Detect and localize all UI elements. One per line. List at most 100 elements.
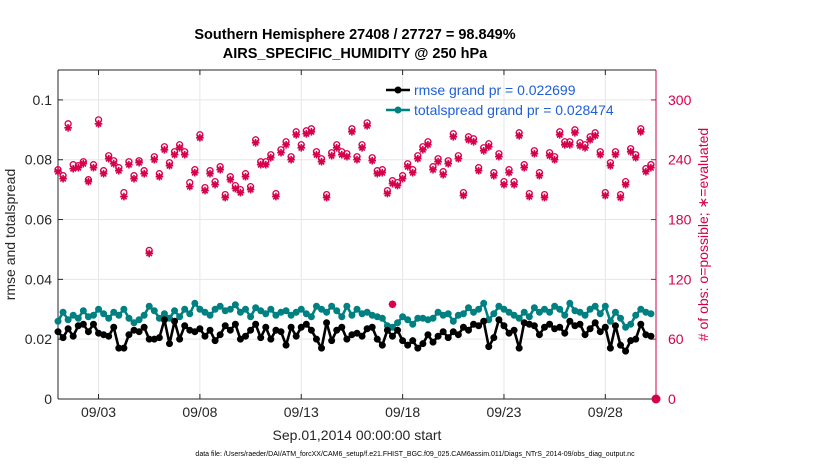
rmse-series-line-point: [505, 329, 513, 337]
spread-series-line-point: [216, 302, 224, 310]
x-tick-label: 09/13: [284, 404, 319, 420]
spread-series-line-point: [211, 305, 219, 313]
obs-evaluated-marker: [348, 128, 356, 136]
spread-series-line-point: [444, 310, 452, 318]
rmse-series-line-point: [541, 323, 549, 331]
spread-series-line-point: [282, 307, 290, 315]
rmse-series-line-point: [368, 323, 376, 331]
spread-series-line-point: [561, 311, 569, 319]
spread-series-line-point: [79, 307, 87, 315]
spread-series-line-point: [470, 308, 478, 316]
rmse-series-line-point: [601, 323, 609, 331]
obs-evaluated-marker: [170, 150, 179, 159]
spread-series-line-point: [586, 305, 594, 313]
obs-evaluated-marker: [155, 172, 164, 181]
obs-evaluated-marker: [120, 192, 128, 201]
obs-evaluated-marker: [424, 141, 432, 149]
y-axis-label-left: rmse and totalspread: [2, 169, 18, 301]
spread-series-line-point: [510, 311, 518, 319]
obs-evaluated-marker: [135, 158, 143, 167]
rmse-series-line-point: [226, 326, 234, 334]
spread-series-line-point: [520, 308, 528, 316]
spread-series-line-point: [257, 307, 265, 315]
obs-evaluated-marker: [550, 155, 559, 164]
spread-series-line-point: [530, 304, 538, 312]
spread-series-line-point: [262, 310, 270, 318]
chart-subtitle: AIRS_SPECIFIC_HUMIDITY @ 250 hPa: [222, 46, 488, 62]
spread-series-line-point: [272, 311, 280, 319]
obs-evaluated-marker: [383, 189, 392, 198]
obs-evaluated-marker: [180, 150, 189, 159]
rmse-series-line-point: [617, 341, 625, 349]
spread-series-line-point: [409, 320, 417, 328]
obs-evaluated-marker: [358, 144, 366, 152]
obs-evaluated-marker: [312, 150, 321, 159]
spread-series-line-point: [59, 308, 67, 316]
rmse-series-line-point: [160, 316, 168, 324]
spread-series-line-point: [292, 308, 300, 316]
rmse-series-line-point: [454, 331, 462, 339]
spread-series-line-point: [318, 305, 326, 313]
rmse-series-line-point: [373, 335, 381, 343]
spread-series-line-point: [196, 305, 204, 313]
rmse-series-line-point: [434, 332, 442, 340]
rmse-series-line-point: [165, 340, 173, 348]
rmse-series-line-point: [302, 320, 310, 328]
obs-evaluated-marker: [216, 165, 224, 174]
spread-series-line-point: [576, 308, 584, 316]
obs-evaluated-marker: [510, 180, 518, 189]
obs-evaluated-marker: [561, 141, 569, 149]
obs-evaluated-marker: [571, 129, 579, 137]
obs-evaluated-marker: [79, 159, 88, 168]
rmse-series-line-point: [647, 332, 655, 340]
rmse-series-line-point: [581, 331, 589, 339]
obs-evaluated-marker: [125, 160, 133, 169]
rmse-series-line-point: [399, 337, 407, 345]
rmse-series-line-point: [236, 335, 244, 343]
obs-evaluated-marker: [530, 149, 539, 158]
spread-series-line-point: [54, 317, 62, 325]
rmse-series-line-point: [257, 334, 265, 342]
y-right-tick-label: 300: [668, 92, 692, 108]
obs-evaluated-marker: [175, 144, 184, 152]
spread-series-line-point: [515, 314, 523, 322]
spread-series-line-point: [140, 311, 148, 319]
spread-series-line-point: [191, 299, 199, 307]
rmse-series-line-point: [591, 319, 599, 327]
obs-evaluated-marker: [89, 163, 98, 172]
rmse-series-line-point: [277, 328, 285, 336]
rmse-series-line-point: [125, 331, 133, 339]
spread-series-line-point: [312, 302, 320, 310]
obs-evaluated-marker: [368, 156, 376, 165]
obs-evaluated-marker: [231, 184, 240, 193]
obs-evaluated-marker: [490, 171, 498, 180]
rmse-series-line-point: [561, 329, 569, 337]
obs-evaluated-marker: [74, 163, 83, 172]
rmse-series-line-point: [318, 344, 326, 352]
obs-evaluated-marker: [54, 167, 62, 176]
x-tick-label: 09/18: [385, 404, 420, 420]
rmse-series-line-point: [444, 334, 452, 342]
obs-evaluated-marker: [454, 154, 463, 163]
obs-evaluated-marker: [459, 191, 468, 200]
spread-series-line: [56, 301, 652, 329]
obs-evaluated-marker: [322, 193, 331, 202]
rmse-series-line-point: [211, 337, 219, 345]
rmse-series-line-point: [323, 319, 331, 327]
spread-series-line-point: [343, 302, 351, 310]
spread-series-line-point: [135, 316, 143, 324]
spread-series-line-point: [611, 308, 619, 316]
obs-evaluated-marker: [626, 148, 635, 156]
spread-series-line-point: [353, 305, 361, 313]
spread-series-line-point: [546, 308, 554, 316]
rmse-series-line-point: [221, 322, 229, 330]
obs-evaluated-marker: [221, 193, 229, 202]
obs-evaluated-marker: [500, 180, 508, 189]
rmse-series-line-point: [135, 328, 143, 336]
obs-evaluated-marker: [262, 160, 270, 169]
rmse-series-line-point: [84, 328, 92, 336]
obs-evaluated-marker: [621, 180, 630, 189]
spread-series-line-point: [459, 310, 467, 318]
obs-evaluated-marker: [596, 150, 605, 159]
spread-series-line-point: [348, 311, 356, 319]
